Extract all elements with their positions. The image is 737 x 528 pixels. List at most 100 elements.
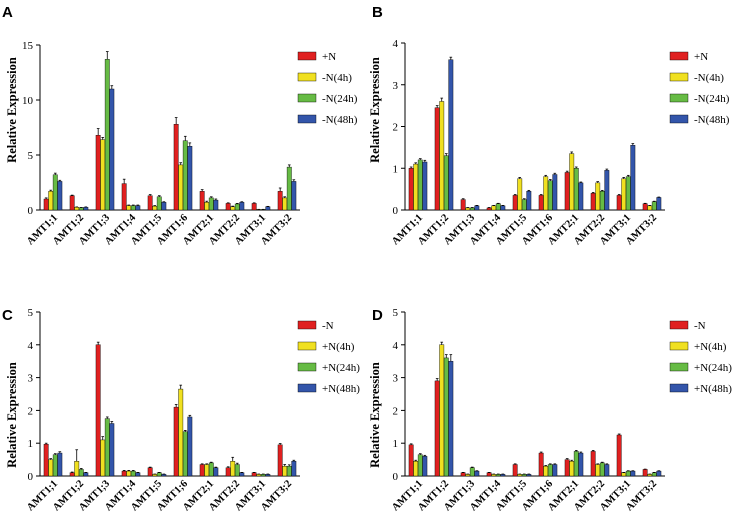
legend-label: +N — [694, 51, 708, 63]
bar-amt16-s0 — [538, 452, 544, 477]
legend-label: -N(48h) — [322, 114, 358, 126]
legend-swatch — [669, 93, 689, 103]
bar-amt12-s0 — [434, 380, 440, 477]
bar-amt16-s1 — [543, 176, 549, 211]
bar-amt14-s3 — [135, 205, 141, 211]
bar-amt21-s2 — [573, 168, 579, 211]
bar-amt16-s1 — [178, 164, 184, 211]
bar-amt31-s0 — [616, 434, 622, 477]
bar-amt22-s2 — [599, 191, 605, 211]
y-tick-label: 4 — [393, 340, 399, 352]
legend-swatch — [669, 383, 689, 393]
bar-amt11-s0 — [43, 198, 49, 211]
bar-amt22-s3 — [604, 464, 610, 477]
bar-amt16-s2 — [182, 140, 188, 211]
y-tick-label: 0 — [28, 471, 34, 483]
bar-amt14-s0 — [121, 470, 127, 477]
bar-amt11-s0 — [43, 443, 49, 477]
legend-label: -N(4h) — [322, 72, 352, 84]
bar-amt11-s1 — [48, 191, 54, 211]
bar-amt32-s0 — [642, 469, 648, 477]
y-tick-label: 1 — [393, 438, 399, 450]
y-tick-label: 2 — [393, 122, 399, 134]
bar-amt22-s2 — [234, 203, 240, 211]
panel-letter: C — [2, 307, 13, 324]
bar-amt14-s0 — [486, 472, 492, 477]
bar-amt12-s1 — [74, 207, 80, 211]
bar-amt22-s1 — [595, 182, 601, 211]
y-tick-label: 4 — [28, 340, 34, 352]
bar-amt15-s1 — [152, 474, 158, 477]
legend-label: -N(24h) — [322, 93, 358, 105]
bar-amt31-s2 — [625, 176, 631, 211]
legend-swatch — [297, 341, 317, 351]
bar-amt16-s0 — [173, 123, 179, 211]
panel-letter: B — [372, 4, 383, 21]
bar-amt15-s2 — [156, 472, 162, 477]
bar-amt22-s0 — [590, 193, 596, 211]
bar-amt15-s1 — [517, 474, 523, 477]
bar-amt31-s0 — [251, 203, 257, 211]
bar-amt31-s3 — [265, 206, 271, 211]
bar-amt21-s2 — [208, 462, 214, 477]
bar-amt32-s2 — [286, 166, 292, 211]
bar-amt15-s0 — [147, 467, 153, 477]
bar-amt12-s3 — [83, 472, 89, 477]
bar-amt32-s3 — [656, 197, 662, 211]
bar-amt21-s1 — [569, 153, 575, 211]
legend-swatch — [669, 114, 689, 124]
bar-amt32-s3 — [291, 461, 297, 477]
bar-amt12-s3 — [448, 59, 454, 211]
y-tick-label: 0 — [393, 205, 399, 217]
bar-amt12-s0 — [69, 195, 75, 211]
bar-amt16-s3 — [552, 174, 558, 211]
bar-amt14-s2 — [495, 474, 501, 477]
bar-amt21-s1 — [569, 461, 575, 477]
bar-amt15-s2 — [521, 199, 527, 211]
y-tick-label: 15 — [22, 40, 34, 52]
bar-amt32-s0 — [642, 203, 648, 211]
bar-amt31-s2 — [625, 470, 631, 477]
bar-amt32-s2 — [286, 465, 292, 477]
bar-amt15-s0 — [512, 464, 518, 477]
bar-amt11-s3 — [422, 456, 428, 477]
legend-label: +N(24h) — [694, 362, 732, 374]
bar-amt22-s3 — [239, 472, 245, 477]
bar-amt13-s1 — [465, 207, 471, 211]
bar-amt32-s0 — [277, 191, 283, 211]
bar-amt12-s0 — [434, 107, 440, 211]
bar-amt12-s3 — [83, 207, 89, 211]
bar-amt31-s1 — [256, 474, 262, 477]
bar-amt22-s2 — [599, 462, 605, 477]
y-tick-label: 1 — [28, 438, 34, 450]
bar-amt31-s2 — [260, 474, 266, 477]
bar-amt11-s3 — [422, 161, 428, 211]
legend-label: +N(4h) — [694, 341, 727, 353]
bar-amt22-s3 — [239, 202, 245, 211]
bar-amt31-s1 — [621, 178, 627, 211]
legend-swatch — [297, 383, 317, 393]
y-tick-label: 10 — [22, 95, 34, 107]
bar-amt31-s3 — [630, 470, 636, 477]
bar-amt31-s1 — [621, 472, 627, 477]
y-tick-label: 5 — [393, 307, 399, 319]
bar-amt14-s1 — [491, 474, 497, 477]
legend-label: +N — [322, 51, 336, 63]
bar-amt21-s2 — [208, 197, 214, 211]
bar-amt16-s0 — [173, 406, 179, 477]
bar-amt13-s2 — [469, 207, 475, 211]
bar-amt15-s0 — [512, 195, 518, 211]
bar-amt21-s0 — [199, 464, 205, 477]
bar-amt11-s1 — [413, 163, 419, 211]
bar-amt11-s0 — [408, 168, 414, 211]
bar-amt14-s2 — [495, 203, 501, 211]
bar-amt22-s0 — [590, 451, 596, 477]
bar-amt11-s2 — [417, 159, 423, 211]
y-tick-label: 2 — [28, 405, 34, 417]
y-tick-label: 0 — [393, 471, 399, 483]
y-tick-label: 3 — [28, 373, 34, 385]
bar-amt16-s2 — [547, 464, 553, 477]
